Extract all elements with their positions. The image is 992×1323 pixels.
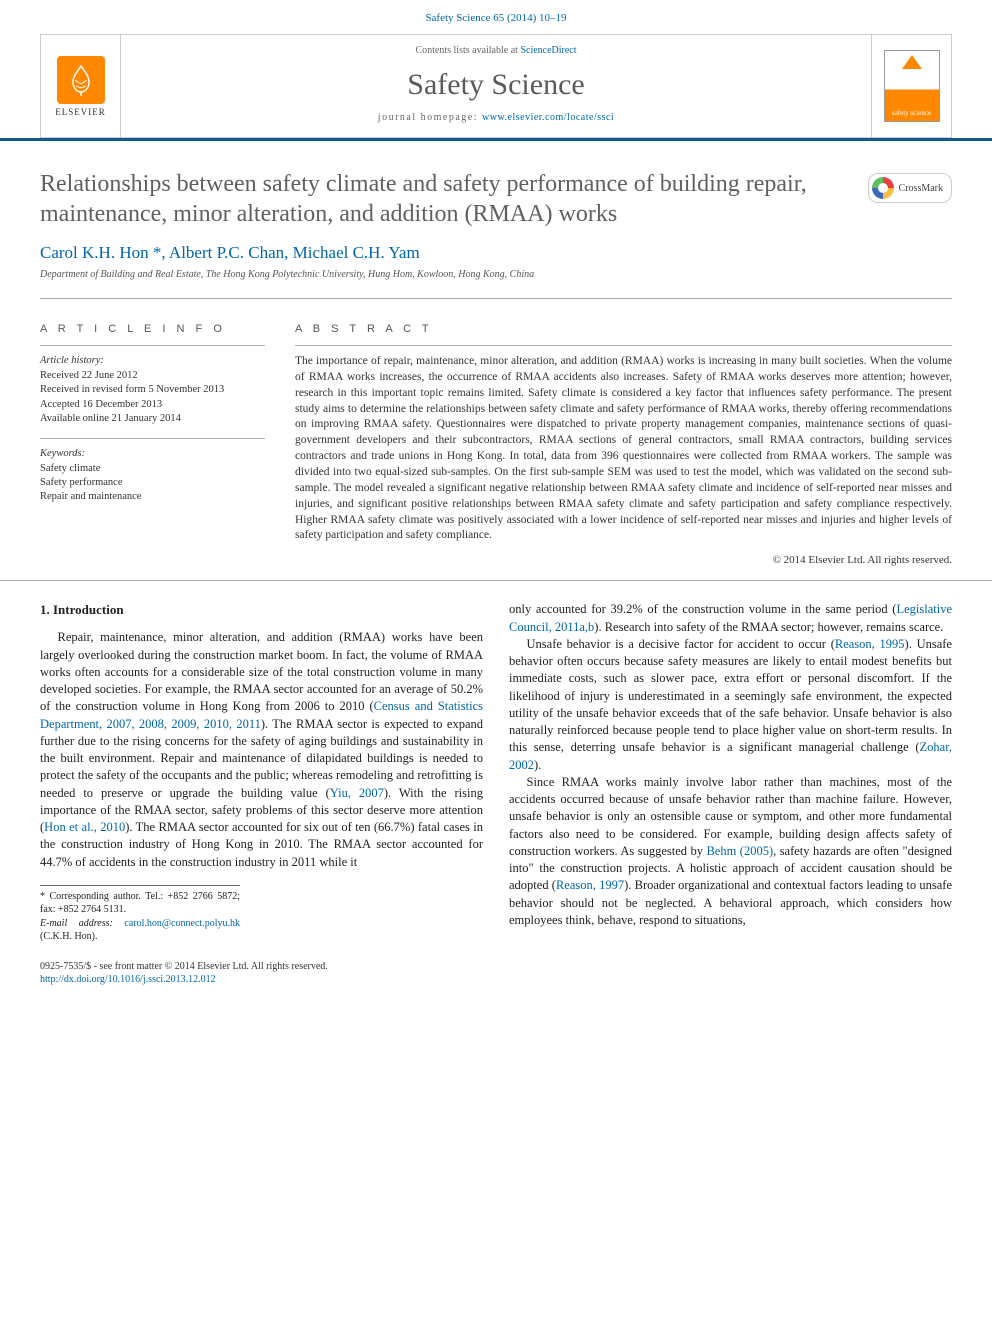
crossmark-badge[interactable]: CrossMark (868, 173, 952, 203)
keyword: Safety climate (40, 462, 265, 476)
crossmark-label: CrossMark (899, 183, 943, 194)
reference-link[interactable]: Reason, 1995 (835, 637, 905, 651)
contents-prefix: Contents lists available at (415, 45, 520, 56)
reference-link[interactable]: Hon et al., 2010 (44, 820, 125, 834)
body-column-left: 1. Introduction Repair, maintenance, min… (40, 601, 483, 943)
doi-link[interactable]: http://dx.doi.org/10.1016/j.ssci.2013.12… (40, 974, 216, 985)
journal-header: ELSEVIER Contents lists available at Sci… (40, 34, 952, 138)
cover-label: safety science (885, 110, 939, 117)
authors: Carol K.H. Hon *, Albert P.C. Chan, Mich… (40, 243, 952, 263)
crossmark-icon (872, 177, 894, 199)
abstract-heading: A B S T R A C T (295, 323, 952, 335)
journal-name: Safety Science (121, 68, 871, 102)
footnotes: * Corresponding author. Tel.: +852 2766 … (40, 885, 240, 944)
history-line: Received in revised form 5 November 2013 (40, 383, 265, 397)
journal-homepage: journal homepage: www.elsevier.com/locat… (121, 112, 871, 123)
journal-cover[interactable]: safety science (871, 35, 951, 137)
article-title: Relationships between safety climate and… (40, 169, 868, 229)
keyword: Repair and maintenance (40, 490, 265, 504)
page-footer: 0925-7535/$ - see front matter © 2014 El… (0, 954, 992, 1006)
abstract-column: A B S T R A C T The importance of repair… (295, 323, 952, 580)
body-text: only accounted for 39.2% of the construc… (509, 602, 896, 616)
affiliation: Department of Building and Real Estate, … (40, 269, 952, 299)
body-text: ). Research into safety of the RMAA sect… (594, 620, 943, 634)
keywords-title: Keywords: (40, 447, 265, 461)
history-line: Accepted 16 December 2013 (40, 398, 265, 412)
email-link[interactable]: carol.hon@connect.polyu.hk (124, 918, 240, 929)
citation-line: Safety Science 65 (2014) 10–19 (40, 12, 952, 24)
corresponding-author: * Corresponding author. Tel.: +852 2766 … (40, 890, 240, 917)
body-column-right: only accounted for 39.2% of the construc… (509, 601, 952, 943)
keyword: Safety performance (40, 476, 265, 490)
author-link[interactable]: Carol K.H. Hon *, Albert P.C. Chan, Mich… (40, 243, 420, 262)
abstract-copyright: © 2014 Elsevier Ltd. All rights reserved… (295, 554, 952, 566)
email-suffix: (C.K.H. Hon). (40, 931, 98, 942)
sciencedirect-link[interactable]: ScienceDirect (520, 45, 576, 56)
reference-link[interactable]: Reason, 1997 (556, 878, 624, 892)
homepage-link[interactable]: www.elsevier.com/locate/ssci (482, 112, 614, 123)
body-text: ). Unsafe behavior often occurs because … (509, 637, 952, 755)
section-1-heading: 1. Introduction (40, 601, 483, 619)
abstract-text: The importance of repair, maintenance, m… (295, 354, 952, 544)
elsevier-logo[interactable]: ELSEVIER (41, 35, 121, 137)
email-label: E-mail address: (40, 918, 124, 929)
elsevier-tree-icon (57, 56, 105, 104)
history-line: Received 22 June 2012 (40, 369, 265, 383)
elsevier-label: ELSEVIER (55, 107, 106, 117)
body-text: Unsafe behavior is a decisive factor for… (527, 637, 835, 651)
homepage-prefix: journal homepage: (378, 112, 482, 123)
reference-link[interactable]: Behm (2005) (706, 844, 773, 858)
reference-link[interactable]: Yiu, 2007 (330, 786, 384, 800)
citation-link[interactable]: Safety Science 65 (2014) 10–19 (425, 12, 566, 24)
contents-available: Contents lists available at ScienceDirec… (121, 45, 871, 56)
body-text: ). (534, 758, 541, 772)
history-title: Article history: (40, 354, 265, 368)
cover-thumb-icon: safety science (884, 50, 940, 122)
issn-line: 0925-7535/$ - see front matter © 2014 El… (40, 960, 952, 973)
article-info-column: A R T I C L E I N F O Article history: R… (40, 323, 265, 580)
article-info-heading: A R T I C L E I N F O (40, 323, 265, 335)
history-line: Available online 21 January 2014 (40, 412, 265, 426)
